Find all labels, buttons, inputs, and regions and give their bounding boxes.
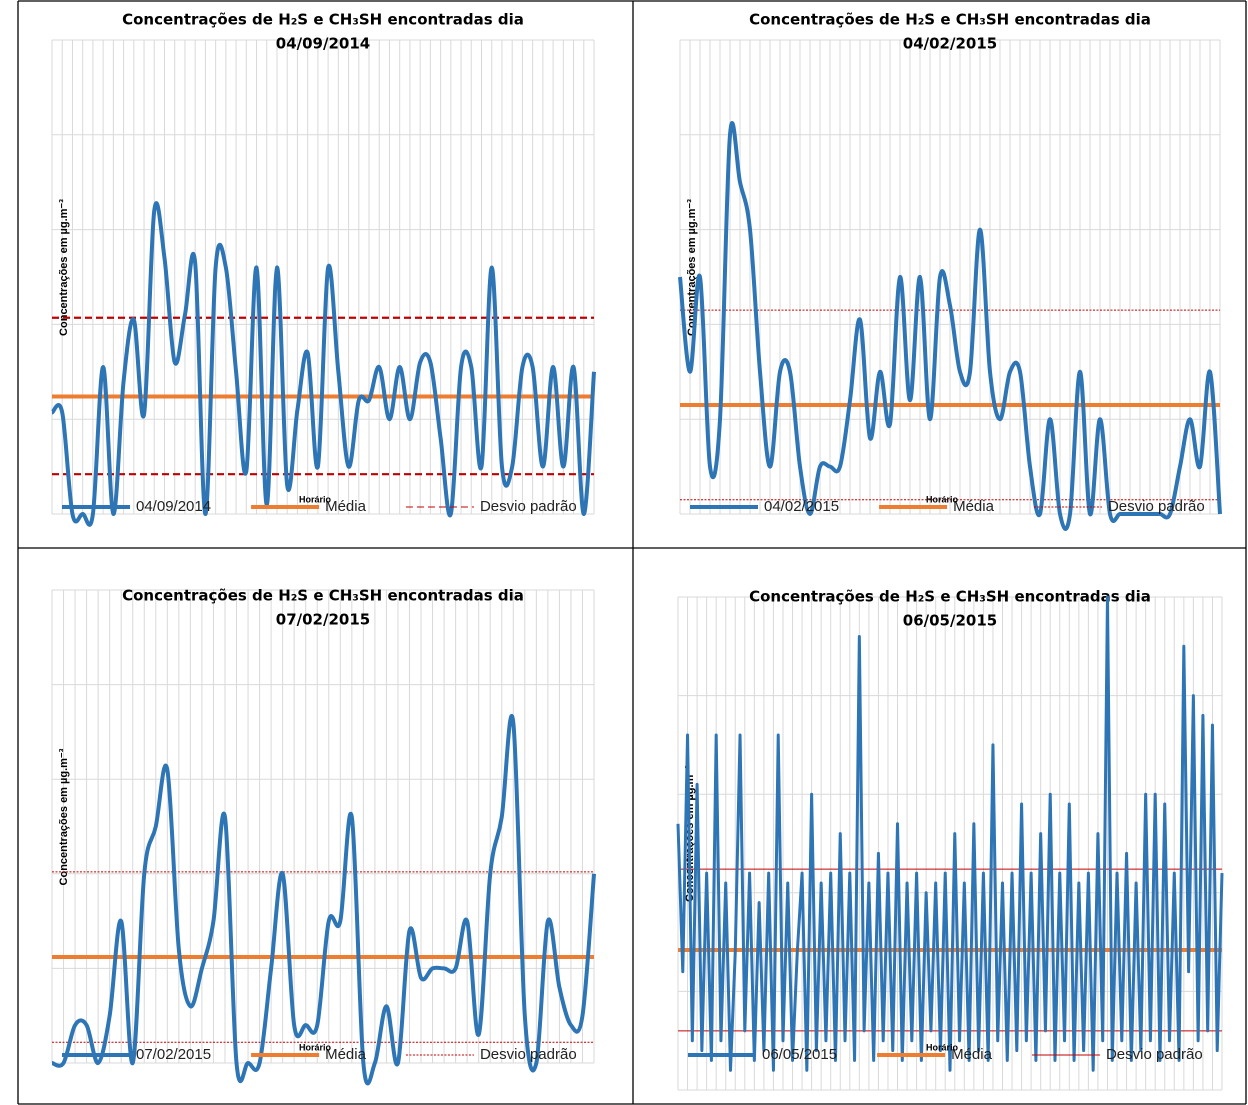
table-borders <box>17 0 1247 1105</box>
data-line <box>51 714 596 1086</box>
chart-title: 07/02/2015 <box>276 611 370 629</box>
data-line <box>678 121 1222 531</box>
legend-label: Desvio padrão <box>480 498 577 515</box>
legend-label: 07/02/2015 <box>136 1046 211 1063</box>
chart: Concentrações de H₂S e CH₃SH encontradas… <box>50 11 596 527</box>
chart-title: Concentrações de H₂S e CH₃SH encontradas… <box>122 587 524 605</box>
chart-title: Concentrações de H₂S e CH₃SH encontradas… <box>749 11 1151 29</box>
legend-label: Média <box>951 1046 993 1063</box>
legend-label: Desvio padrão <box>1108 498 1205 515</box>
x-axis-label: Horário <box>926 494 959 504</box>
legend-label: 06/05/2015 <box>762 1046 837 1063</box>
legend-label: Média <box>953 498 995 515</box>
legend-label: Desvio padrão <box>480 1046 577 1063</box>
chart: Concentrações de H₂S e CH₃SH encontradas… <box>676 588 1224 1091</box>
y-axis-label: Concentrações em µg.m⁻³ <box>58 199 70 336</box>
y-axis-label: Concentrações em µg.m⁻³ <box>58 748 70 885</box>
chart: Concentrações de H₂S e CH₃SH encontradas… <box>678 11 1222 531</box>
chart-title: Concentrações de H₂S e CH₃SH encontradas… <box>122 11 524 29</box>
chart-title: Concentrações de H₂S e CH₃SH encontradas… <box>749 588 1151 606</box>
legend-label: Média <box>325 1046 367 1063</box>
chart-title: 06/05/2015 <box>903 612 997 630</box>
legend-label: Média <box>325 498 367 515</box>
x-axis-label: Horário <box>926 1042 959 1052</box>
legend-label: 04/09/2014 <box>136 498 211 515</box>
x-axis-label: Horário <box>299 1042 332 1052</box>
chart: Concentrações de H₂S e CH₃SH encontradas… <box>51 587 596 1086</box>
data-line <box>50 201 596 527</box>
legend-label: Desvio padrão <box>1106 1046 1203 1063</box>
data-line <box>676 595 1224 1072</box>
x-axis-label: Horário <box>299 494 332 504</box>
chart-title: 04/09/2014 <box>276 35 370 53</box>
chart-title: 04/02/2015 <box>903 35 997 53</box>
legend-label: 04/02/2015 <box>764 498 839 515</box>
